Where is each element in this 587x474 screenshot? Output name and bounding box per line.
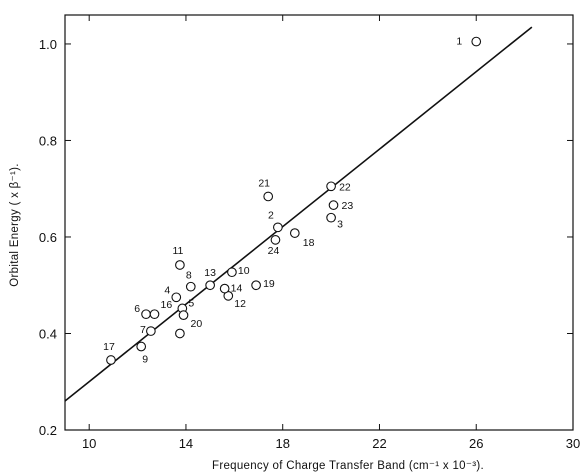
point-label: 13 (204, 267, 216, 279)
x-axis: 10 14 18 22 26 30 (82, 15, 580, 451)
data-point: 18 (289, 228, 315, 249)
point-marker (175, 260, 185, 270)
y-axis-label: Orbital Energy ( x β⁻¹). (9, 163, 21, 286)
data-point: 24 (268, 235, 281, 257)
point-marker (328, 200, 339, 210)
point-label: 23 (342, 200, 354, 212)
point-marker (141, 309, 151, 320)
point-label: 24 (268, 245, 280, 257)
data-point: 21 (258, 177, 274, 202)
data-point: 1 (456, 36, 482, 48)
point-marker (471, 36, 482, 47)
point-marker (185, 281, 196, 292)
point-marker (251, 280, 261, 291)
x-tick-label: 30 (566, 436, 580, 451)
point-marker (219, 283, 230, 294)
point-label: 4 (164, 284, 170, 296)
data-point: 9 (136, 341, 148, 366)
y-tick-label: 1.0 (39, 37, 57, 52)
data-point: 10 (227, 265, 250, 278)
data-point: 19 (251, 278, 275, 291)
point-marker (178, 310, 189, 321)
point-label: 22 (339, 181, 351, 193)
point-label: 1 (456, 36, 462, 48)
data-point: 17 (103, 341, 116, 365)
y-tick-label: 0.4 (39, 326, 57, 341)
point-marker (175, 328, 185, 339)
point-label: 14 (231, 283, 243, 295)
point-label: 11 (172, 245, 183, 257)
x-axis-label: Frequency of Charge Transfer Band (cm⁻¹ … (212, 460, 484, 472)
point-label: 20 (191, 318, 203, 330)
data-point: 6 (134, 303, 151, 320)
point-label: 21 (258, 177, 270, 189)
point-marker (106, 355, 116, 365)
x-tick-label: 22 (372, 436, 386, 451)
y-axis: 0.2 0.4 0.6 0.8 1.0 (39, 37, 573, 438)
x-tick-label: 14 (179, 436, 193, 451)
x-tick-label: 18 (275, 436, 289, 451)
point-label: 5 (188, 297, 194, 309)
point-marker (326, 212, 336, 223)
point-marker (326, 181, 336, 192)
fit-line (64, 26, 533, 402)
data-point: 14 (219, 283, 243, 295)
point-marker (289, 228, 300, 238)
point-marker (273, 222, 283, 233)
point-label: 17 (103, 341, 115, 353)
data-point: 22 (326, 181, 351, 193)
point-label: 19 (263, 278, 275, 290)
data-point: 7 (140, 324, 156, 336)
y-tick-label: 0.2 (39, 423, 57, 438)
data-point: 4 (164, 284, 182, 303)
point-label: 16 (161, 299, 173, 311)
x-tick-label: 26 (469, 436, 483, 451)
point-label: 2 (268, 209, 274, 221)
point-marker (149, 309, 160, 320)
plot-frame (64, 14, 574, 431)
point-marker (263, 191, 274, 202)
data-point: 2 (268, 209, 283, 233)
y-tick-label: 0.8 (39, 133, 57, 148)
point-label: 18 (303, 237, 315, 249)
data-point (175, 328, 185, 339)
point-label: 3 (337, 219, 343, 231)
y-tick-label: 0.6 (39, 230, 57, 245)
point-label: 7 (140, 324, 146, 336)
point-marker (227, 267, 237, 278)
point-label: 6 (134, 303, 140, 315)
data-point: 3 (326, 212, 343, 231)
point-marker (270, 235, 281, 245)
data-point: 11 (172, 245, 185, 270)
data-point: 8 (185, 270, 196, 292)
point-label: 8 (186, 270, 192, 282)
data-point: 13 (204, 267, 216, 291)
point-label: 10 (238, 265, 250, 277)
data-point: 23 (328, 200, 354, 212)
point-marker (171, 292, 182, 303)
point-label: 9 (142, 354, 148, 366)
point-marker (205, 280, 215, 291)
point-label: 12 (234, 298, 246, 310)
data-point: 20 (178, 310, 203, 330)
data-point: 16 (149, 299, 173, 320)
point-marker (136, 341, 147, 352)
x-tick-label: 10 (82, 436, 96, 451)
point-marker (146, 326, 156, 336)
